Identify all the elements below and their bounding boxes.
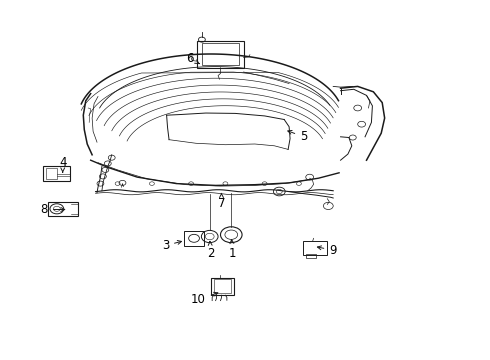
Bar: [306, 254, 316, 258]
Bar: [211, 278, 234, 295]
Bar: [48, 202, 78, 216]
Text: 4: 4: [59, 156, 67, 172]
Text: 7: 7: [218, 194, 225, 210]
Bar: [43, 166, 70, 181]
Text: 8: 8: [41, 203, 65, 216]
Text: 9: 9: [318, 244, 337, 257]
Text: 1: 1: [229, 240, 237, 260]
Bar: [214, 279, 231, 293]
Bar: [303, 241, 327, 255]
Bar: [46, 168, 57, 179]
Bar: [197, 41, 244, 68]
Bar: [184, 231, 204, 246]
Text: 10: 10: [191, 292, 218, 306]
Bar: [202, 43, 239, 65]
Text: 6: 6: [186, 52, 199, 65]
Text: 5: 5: [288, 130, 308, 143]
Text: 3: 3: [162, 239, 181, 252]
Text: 2: 2: [207, 241, 215, 260]
